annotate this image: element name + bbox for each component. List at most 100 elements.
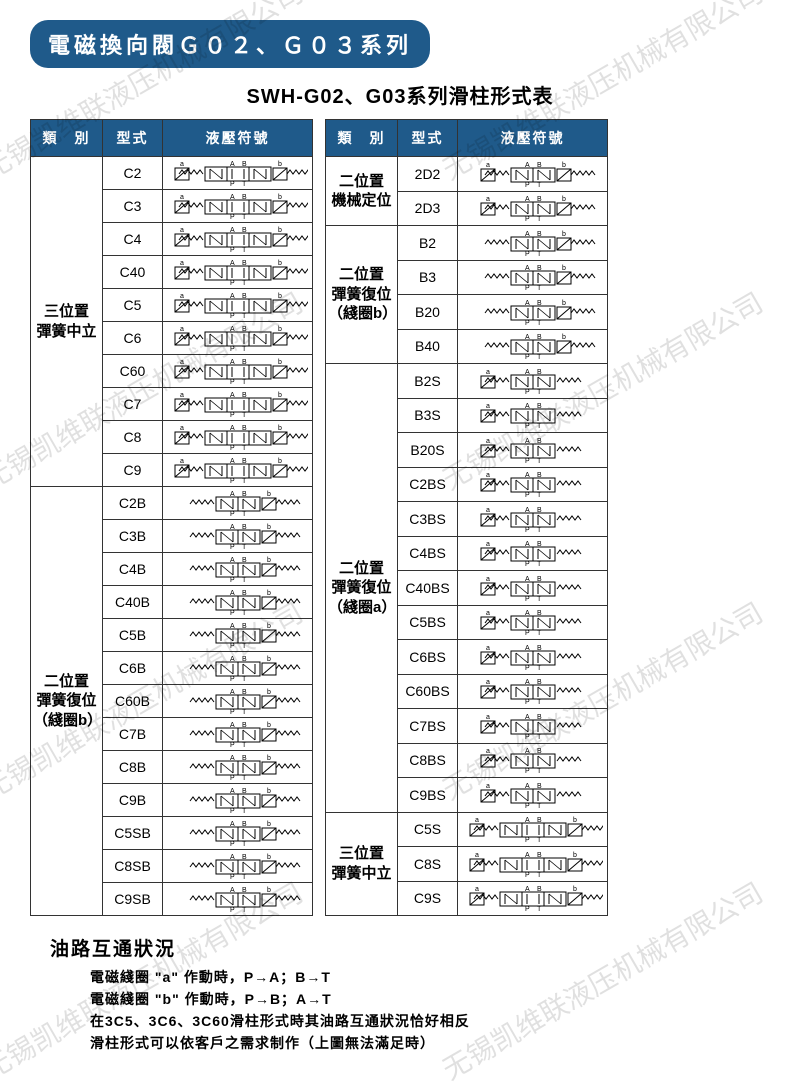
- svg-text:a: a: [180, 326, 184, 333]
- svg-text:b: b: [278, 227, 282, 234]
- svg-text:P: P: [525, 699, 530, 705]
- symbol-cell: ABPTb: [458, 226, 608, 261]
- svg-text:T: T: [242, 412, 247, 418]
- svg-text:T: T: [242, 577, 247, 583]
- svg-text:P: P: [525, 423, 530, 429]
- notes-section: 油路互通狀況 電磁綫圈 "a" 作動時，P→A；B→T 電磁綫圈 "b" 作動時…: [50, 934, 800, 1053]
- type-cell: C2B: [103, 487, 163, 520]
- svg-text:T: T: [537, 251, 542, 257]
- svg-text:P: P: [525, 182, 530, 188]
- svg-text:T: T: [242, 214, 247, 220]
- svg-text:T: T: [537, 561, 542, 567]
- table-row: 三位置彈簧中立C5SABPTab: [326, 812, 608, 847]
- type-cell: C60B: [103, 685, 163, 718]
- svg-text:T: T: [242, 379, 247, 385]
- svg-text:b: b: [278, 260, 282, 267]
- svg-text:P: P: [230, 643, 235, 649]
- svg-text:P: P: [525, 527, 530, 533]
- type-cell: C4BS: [398, 536, 458, 571]
- page-title: 電磁換向閥Ｇ０２、Ｇ０３系列: [30, 20, 430, 68]
- svg-text:a: a: [486, 403, 490, 410]
- symbol-cell: ABPTab: [163, 322, 313, 355]
- svg-text:a: a: [486, 472, 490, 479]
- svg-text:b: b: [562, 265, 566, 272]
- svg-text:a: a: [486, 576, 490, 583]
- svg-text:a: a: [486, 438, 490, 445]
- type-cell: 2D3: [398, 191, 458, 226]
- type-cell: C6: [103, 322, 163, 355]
- type-cell: C5: [103, 289, 163, 322]
- svg-text:T: T: [242, 775, 247, 781]
- svg-text:P: P: [230, 313, 235, 319]
- symbol-cell: ABPTa: [458, 640, 608, 675]
- svg-text:b: b: [562, 300, 566, 307]
- svg-text:b: b: [278, 194, 282, 201]
- svg-text:T: T: [537, 596, 542, 602]
- svg-text:b: b: [267, 887, 271, 894]
- svg-text:b: b: [562, 231, 566, 238]
- svg-text:T: T: [537, 665, 542, 671]
- svg-text:P: P: [525, 906, 530, 912]
- subtitle: SWH-G02、G03系列滑柱形式表: [0, 80, 800, 109]
- th-type: 型式: [103, 120, 163, 157]
- svg-text:a: a: [486, 645, 490, 652]
- svg-text:b: b: [267, 491, 271, 498]
- svg-text:a: a: [475, 852, 479, 859]
- svg-text:T: T: [242, 841, 247, 847]
- th-symbol: 液壓符號: [458, 120, 608, 157]
- symbol-cell: ABPTab: [163, 289, 313, 322]
- symbol-cell: ABPTb: [163, 883, 313, 916]
- svg-text:a: a: [180, 227, 184, 234]
- type-cell: B3: [398, 260, 458, 295]
- svg-text:a: a: [180, 194, 184, 201]
- svg-text:T: T: [537, 527, 542, 533]
- svg-text:b: b: [562, 334, 566, 341]
- svg-text:T: T: [242, 610, 247, 616]
- svg-text:T: T: [242, 445, 247, 451]
- svg-text:P: P: [525, 872, 530, 878]
- type-cell: C5BS: [398, 605, 458, 640]
- symbol-cell: ABPTa: [458, 571, 608, 606]
- svg-text:a: a: [180, 458, 184, 465]
- svg-text:P: P: [230, 775, 235, 781]
- svg-text:b: b: [267, 557, 271, 564]
- svg-text:b: b: [267, 689, 271, 696]
- symbol-cell: ABPTb: [163, 850, 313, 883]
- table-row: 二位置彈簧復位（綫圈b）B2ABPTb: [326, 226, 608, 261]
- notes-line: 電磁綫圈 "b" 作動時，P→B；A→T: [90, 989, 800, 1009]
- category-cell: 三位置彈簧中立: [31, 157, 103, 487]
- svg-text:a: a: [475, 817, 479, 824]
- table-row: 二位置彈簧復位（綫圈b）C2BABPTb: [31, 487, 313, 520]
- svg-text:P: P: [230, 808, 235, 814]
- svg-text:a: a: [486, 679, 490, 686]
- type-cell: C8S: [398, 847, 458, 882]
- category-cell: 三位置彈簧中立: [326, 812, 398, 916]
- type-cell: C7BS: [398, 709, 458, 744]
- symbol-cell: ABPTb: [163, 619, 313, 652]
- symbol-cell: ABPTa: [458, 778, 608, 813]
- symbol-cell: ABPTb: [163, 784, 313, 817]
- svg-text:P: P: [230, 412, 235, 418]
- svg-text:T: T: [242, 544, 247, 550]
- svg-text:P: P: [230, 841, 235, 847]
- svg-text:a: a: [180, 392, 184, 399]
- svg-text:T: T: [242, 907, 247, 913]
- svg-text:a: a: [180, 260, 184, 267]
- notes-line: 電磁綫圈 "a" 作動時，P→A；B→T: [90, 967, 800, 987]
- symbol-cell: ABPTa: [458, 433, 608, 468]
- symbol-cell: ABPTab: [163, 355, 313, 388]
- svg-text:a: a: [486, 196, 490, 203]
- svg-text:b: b: [278, 161, 282, 168]
- symbol-cell: ABPTb: [163, 586, 313, 619]
- svg-text:b: b: [267, 788, 271, 795]
- svg-text:T: T: [537, 492, 542, 498]
- symbol-cell: ABPTab: [163, 190, 313, 223]
- svg-text:P: P: [525, 389, 530, 395]
- svg-text:a: a: [486, 369, 490, 376]
- svg-text:a: a: [180, 161, 184, 168]
- svg-text:b: b: [267, 590, 271, 597]
- type-cell: C4B: [103, 553, 163, 586]
- svg-text:T: T: [537, 872, 542, 878]
- symbol-cell: ABPTb: [458, 329, 608, 364]
- symbol-cell: ABPTab: [458, 191, 608, 226]
